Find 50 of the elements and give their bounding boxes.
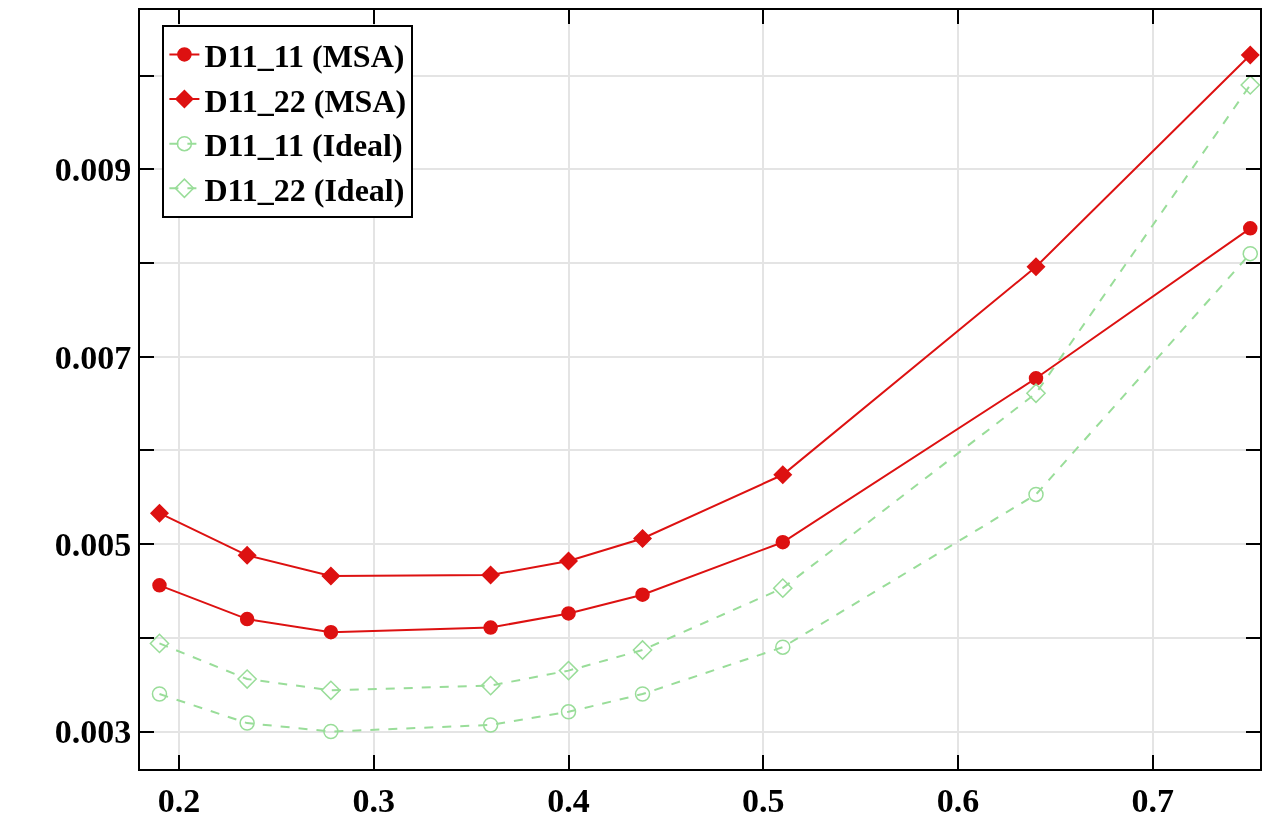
point <box>560 704 577 720</box>
point <box>773 465 792 484</box>
legend-label: D11_11 (Ideal) <box>204 127 403 164</box>
point <box>633 529 652 548</box>
x-tick-label: 0.3 <box>352 781 395 819</box>
point <box>150 503 169 523</box>
legend-label: D11_22 (Ideal) <box>204 171 405 208</box>
point <box>482 717 499 733</box>
point <box>1028 486 1044 503</box>
point <box>152 578 167 593</box>
x-tick-label: 0.4 <box>547 781 590 819</box>
point <box>1241 45 1260 65</box>
y-tick-label: 0.003 <box>54 713 132 751</box>
point <box>1028 371 1044 386</box>
point <box>775 639 791 655</box>
point <box>1240 75 1260 95</box>
point <box>1243 221 1258 236</box>
point <box>237 546 257 565</box>
y-tick-label: 0.005 <box>54 526 132 564</box>
point <box>632 640 653 660</box>
y-tick-label: 0.007 <box>54 338 132 376</box>
point <box>321 566 341 586</box>
legend-label: D11_22 (MSA) <box>204 82 407 119</box>
point <box>634 686 651 702</box>
point <box>481 565 500 585</box>
point <box>1242 245 1259 262</box>
point <box>239 611 255 627</box>
point <box>635 587 650 602</box>
x-tick-label: 0.7 <box>1131 781 1175 819</box>
x-tick-label: 0.5 <box>742 781 785 819</box>
x-tick-label: 0.2 <box>157 781 201 819</box>
point <box>151 686 168 702</box>
point <box>775 534 791 550</box>
legend-label: D11_11 (MSA) <box>204 37 405 74</box>
point <box>239 715 255 731</box>
point <box>772 578 793 598</box>
y-tick-label: 0.009 <box>54 151 132 189</box>
point <box>323 624 339 640</box>
point <box>237 669 257 689</box>
point <box>149 633 170 654</box>
point <box>323 723 339 740</box>
x-tick-label: 0.6 <box>936 781 980 819</box>
point <box>483 620 498 635</box>
point <box>1026 257 1046 276</box>
point <box>559 551 578 571</box>
point <box>321 680 341 701</box>
point <box>558 660 579 681</box>
point <box>1026 383 1046 404</box>
point <box>480 675 501 696</box>
point <box>561 606 576 621</box>
